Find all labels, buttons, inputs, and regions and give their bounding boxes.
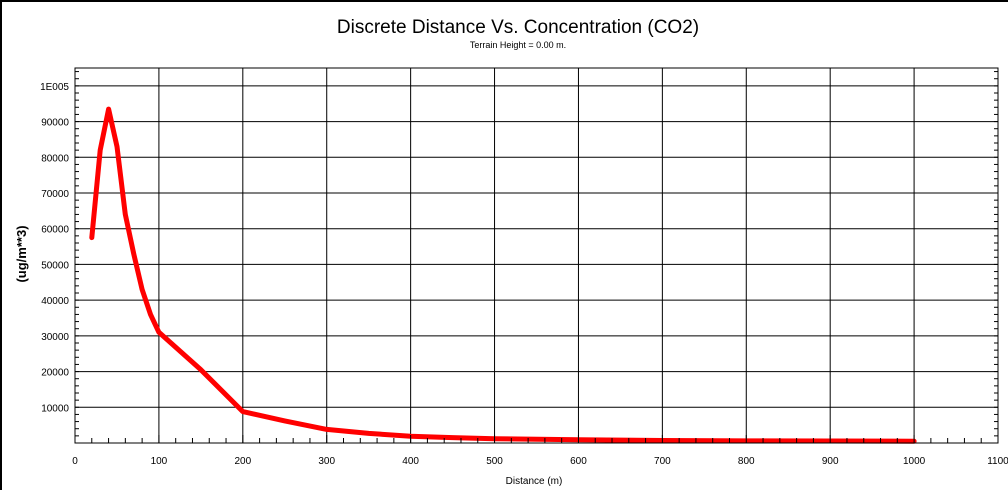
y-tick-label: 90000 xyxy=(41,118,69,129)
plot-border xyxy=(74,67,999,444)
y-tick-label: 20000 xyxy=(41,368,69,379)
tick-layer: 0 100 200 300 400 500 600 700 800 900 1000 1100 1000… xyxy=(40,71,1008,467)
chart-title: Discrete Distance Vs. Concentration (CO2… xyxy=(337,17,699,38)
x-tick-label: 400 xyxy=(402,456,419,467)
x-tick-label: 1100 xyxy=(987,456,1008,467)
x-tick-label: 200 xyxy=(234,456,251,467)
y-tick-label: 30000 xyxy=(41,332,69,343)
x-tick-label: 600 xyxy=(570,456,587,467)
y-tick-label: 50000 xyxy=(41,260,69,271)
y-tick-label: 40000 xyxy=(41,296,69,307)
x-tick-label: 800 xyxy=(738,456,755,467)
x-tick-label: 1000 xyxy=(903,456,926,467)
x-tick-label: 300 xyxy=(318,456,335,467)
y-tick-label: 10000 xyxy=(41,403,69,414)
x-tick-label: 500 xyxy=(486,456,503,467)
series-layer xyxy=(89,106,917,444)
series-line xyxy=(89,106,917,444)
chart-subtitle: Terrain Height = 0.00 m. xyxy=(470,40,566,50)
grid-layer xyxy=(75,68,998,443)
x-tick-label: 900 xyxy=(822,456,839,467)
x-tick-label: 100 xyxy=(151,456,168,467)
y-axis-label: (ug/m**3) xyxy=(14,225,29,282)
x-tick-label: 700 xyxy=(654,456,671,467)
x-axis-label: Distance (m) xyxy=(506,476,563,487)
y-tick-label: 1E005 xyxy=(40,82,69,93)
y-tick-label: 60000 xyxy=(41,225,69,236)
y-tick-label: 80000 xyxy=(41,153,69,164)
x-tick-label: 0 xyxy=(72,456,78,467)
y-tick-label: 70000 xyxy=(41,189,69,200)
